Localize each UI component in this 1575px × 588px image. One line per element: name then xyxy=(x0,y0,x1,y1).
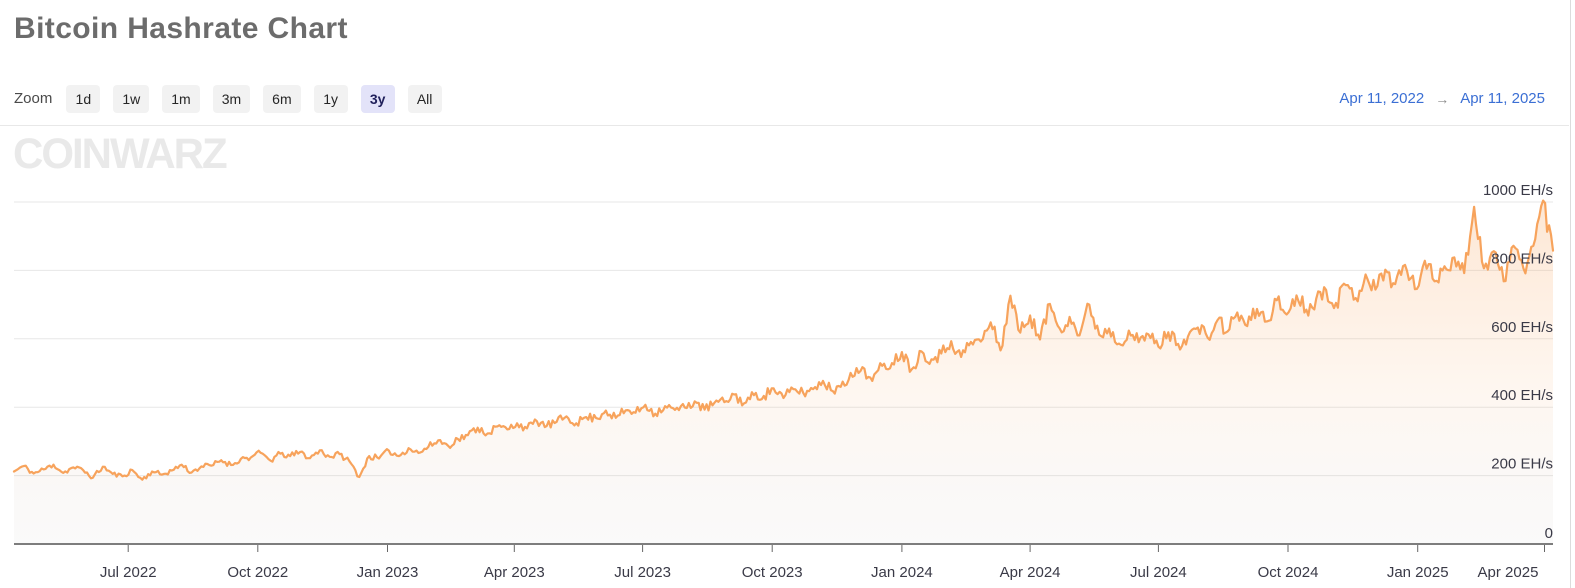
zoom-button-1y[interactable]: 1y xyxy=(313,84,348,113)
date-from-input[interactable]: Apr 11, 2022 xyxy=(1339,90,1425,107)
x-axis-label: Apr 2025 xyxy=(1478,564,1539,581)
zoom-button-all[interactable]: All xyxy=(407,84,442,113)
y-axis-label: 1000 EH/s xyxy=(1483,182,1553,199)
x-axis-label: Oct 2023 xyxy=(742,564,803,581)
x-axis-label: Apr 2023 xyxy=(484,564,545,581)
hashrate-area-fill xyxy=(14,200,1553,544)
arrow-right-icon: → xyxy=(1435,90,1450,107)
zoom-button-1d[interactable]: 1d xyxy=(66,84,101,113)
x-axis-label: Jan 2024 xyxy=(871,564,933,581)
zoom-button-6m[interactable]: 6m xyxy=(263,84,301,113)
y-axis-label: 600 EH/s xyxy=(1491,319,1553,336)
zoom-label: Zoom xyxy=(14,90,53,107)
x-axis-label: Oct 2022 xyxy=(227,564,288,581)
x-axis-label: Jul 2023 xyxy=(614,564,671,581)
zoom-button-1m[interactable]: 1m xyxy=(162,84,200,113)
y-axis-label: 800 EH/s xyxy=(1491,250,1553,267)
x-axis-label: Apr 2024 xyxy=(1000,564,1061,581)
x-axis-label: Oct 2024 xyxy=(1258,564,1319,581)
date-range: Apr 11, 2022 → Apr 11, 2025 xyxy=(1339,90,1545,107)
zoom-button-1w[interactable]: 1w xyxy=(113,84,150,113)
page-title: Bitcoin Hashrate Chart xyxy=(14,12,348,45)
hashrate-line xyxy=(12,199,1555,481)
header-divider xyxy=(0,125,1569,126)
chart-toolbar: Zoom 1d 1w 1m 3m 6m 1y 3y All Apr 11, 2022 → Ap… xyxy=(14,84,1545,113)
x-axis-label: Jan 2023 xyxy=(357,564,419,581)
x-axis-label: Jul 2024 xyxy=(1130,564,1187,581)
date-to-input[interactable]: Apr 11, 2025 xyxy=(1460,90,1545,107)
y-axis-label: 0 xyxy=(1545,525,1553,542)
y-axis-label: 400 EH/s xyxy=(1491,387,1553,404)
zoom-button-3m[interactable]: 3m xyxy=(212,84,251,113)
zoom-button-3y[interactable]: 3y xyxy=(360,84,395,113)
zoom-button-group: 1d 1w 1m 3m 6m 1y 3y All xyxy=(66,84,442,113)
x-axis-label: Jan 2025 xyxy=(1387,564,1449,581)
coinwarz-logo-watermark: COINWARZ xyxy=(13,129,228,177)
x-axis-label: Jul 2022 xyxy=(100,564,157,581)
right-edge-border xyxy=(1570,0,1571,588)
y-axis-label: 200 EH/s xyxy=(1491,456,1553,473)
